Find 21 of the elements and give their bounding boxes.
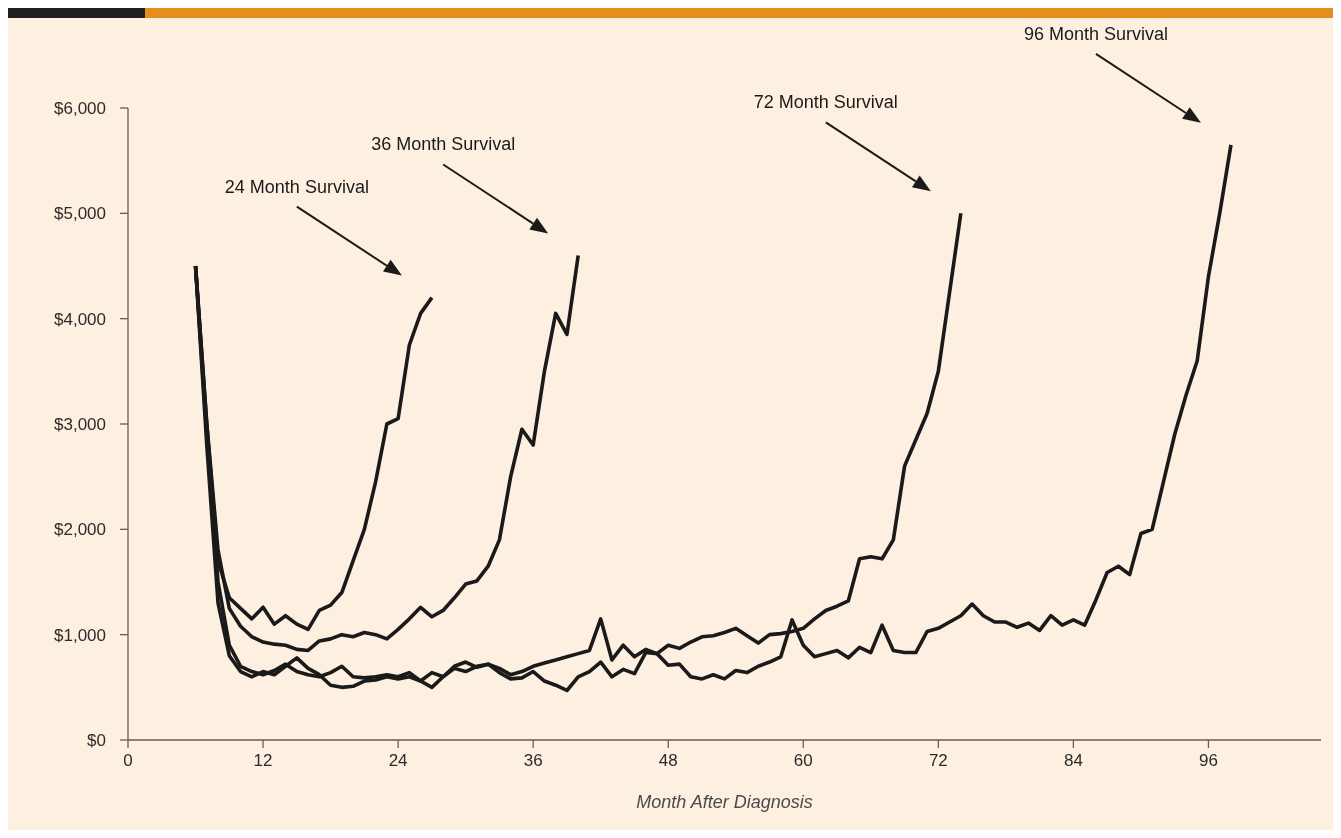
text: 96 Month Survival — [1023, 23, 1168, 44]
x-tick-label: 72 — [928, 751, 948, 770]
y-tick-label: $0 — [87, 731, 106, 750]
x-tick-label: 36 — [523, 751, 543, 770]
y-tick-label: $4,000 — [54, 309, 106, 329]
x-axis-title: Month After Diagnosis — [636, 792, 813, 812]
annotation: 36 Month Survival — [371, 134, 516, 155]
x-tick-label: 12 — [253, 751, 273, 770]
x-tick-label: 48 — [658, 751, 678, 770]
x-tick-label: 60 — [793, 751, 813, 770]
annotation: 24 Month Survival — [224, 176, 369, 197]
x-tick-label: 0 — [123, 751, 133, 770]
annotation: 72 Month Survival — [753, 92, 898, 113]
y-tick-label: $3,000 — [54, 415, 106, 434]
x-tick-label: 84 — [1063, 751, 1083, 770]
y-tick-label: $1,000 — [54, 625, 106, 645]
x-tick-label: 24 — [388, 751, 408, 770]
y-tick-label: $6,000 — [54, 99, 106, 118]
y-tick-label: $5,000 — [54, 204, 106, 224]
y-tick-label: $2,000 — [54, 520, 106, 540]
x-tick-label: 96 — [1198, 751, 1218, 770]
